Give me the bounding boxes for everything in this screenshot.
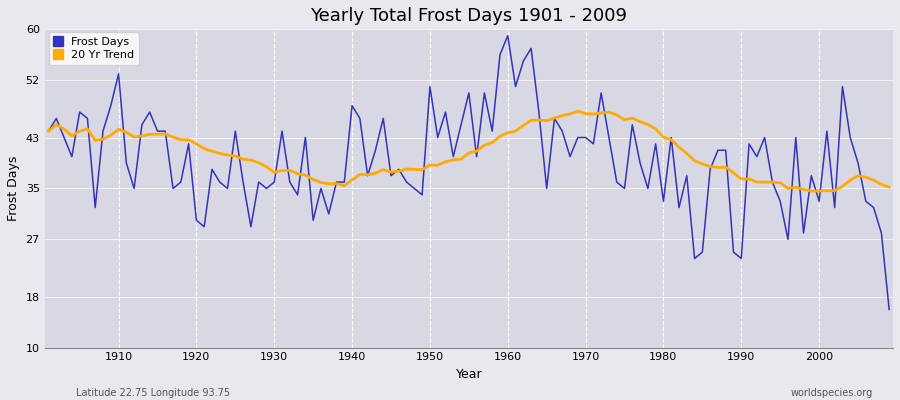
Text: Latitude 22.75 Longitude 93.75: Latitude 22.75 Longitude 93.75 [76,388,230,398]
X-axis label: Year: Year [455,368,482,381]
Title: Yearly Total Frost Days 1901 - 2009: Yearly Total Frost Days 1901 - 2009 [310,7,627,25]
Y-axis label: Frost Days: Frost Days [7,156,20,221]
Text: worldspecies.org: worldspecies.org [791,388,873,398]
Legend: Frost Days, 20 Yr Trend: Frost Days, 20 Yr Trend [49,32,139,65]
